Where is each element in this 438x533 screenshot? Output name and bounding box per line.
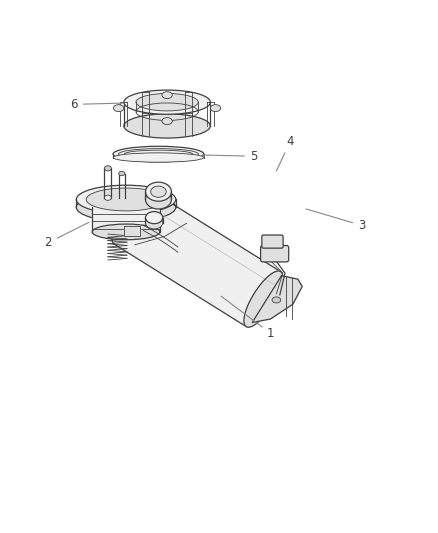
Ellipse shape <box>162 118 172 125</box>
Ellipse shape <box>113 146 204 162</box>
Ellipse shape <box>162 92 172 99</box>
Ellipse shape <box>145 182 171 201</box>
Polygon shape <box>112 189 148 244</box>
Text: 5: 5 <box>202 150 257 163</box>
FancyBboxPatch shape <box>262 235 283 248</box>
Polygon shape <box>244 271 283 327</box>
Ellipse shape <box>76 185 176 214</box>
Text: 1: 1 <box>221 296 275 340</box>
Text: 6: 6 <box>71 98 123 111</box>
Ellipse shape <box>145 190 171 209</box>
Text: 4: 4 <box>276 135 294 171</box>
Ellipse shape <box>86 188 166 211</box>
Polygon shape <box>252 276 302 322</box>
Ellipse shape <box>104 166 111 171</box>
Ellipse shape <box>124 114 210 138</box>
Ellipse shape <box>113 104 124 111</box>
Polygon shape <box>92 207 160 232</box>
Ellipse shape <box>136 93 198 111</box>
Ellipse shape <box>113 153 204 162</box>
Ellipse shape <box>151 186 166 197</box>
Polygon shape <box>114 189 281 327</box>
Ellipse shape <box>104 195 111 200</box>
Ellipse shape <box>124 90 210 114</box>
Polygon shape <box>124 227 140 236</box>
Ellipse shape <box>76 193 176 222</box>
Ellipse shape <box>119 172 125 176</box>
Text: 2: 2 <box>44 222 89 249</box>
Text: 3: 3 <box>306 209 365 232</box>
Ellipse shape <box>145 212 163 224</box>
Ellipse shape <box>210 104 221 111</box>
Ellipse shape <box>92 224 160 240</box>
Ellipse shape <box>272 297 281 303</box>
FancyBboxPatch shape <box>261 246 289 262</box>
Ellipse shape <box>145 217 163 229</box>
